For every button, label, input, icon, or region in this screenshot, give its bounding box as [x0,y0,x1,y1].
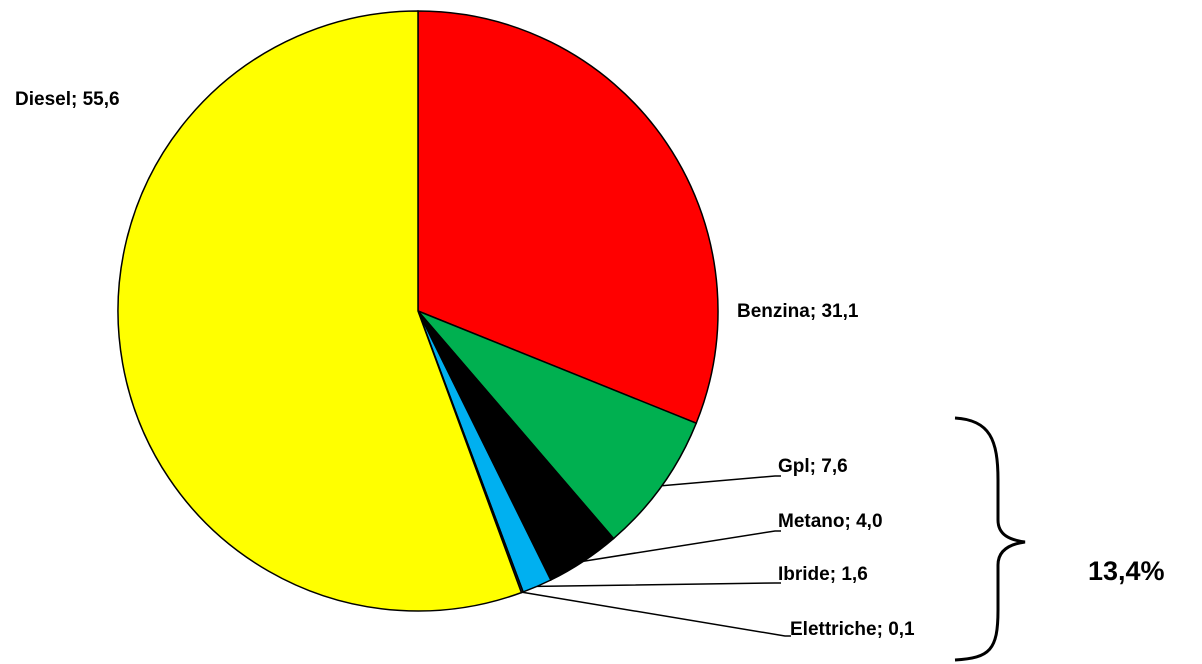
label-separator: ; [810,456,822,477]
data-label: Diesel; 55,6 [15,89,120,110]
label-separator: ; [830,564,842,585]
label-separator: ; [810,301,822,322]
leader-line [583,530,781,562]
value-label: 0,1 [888,619,915,640]
value-label: 1,6 [841,564,867,585]
label-separator: ; [877,619,889,640]
category-label: Diesel [15,89,71,110]
value-label: 31,1 [821,301,858,322]
category-label: Metano [778,511,845,532]
data-label: Metano; 4,0 [778,511,883,532]
label-separator: ; [71,89,83,110]
category-label: Benzina [737,301,810,322]
data-label: Gpl; 7,6 [778,456,848,477]
leader-line [522,591,791,637]
brace [954,416,1026,662]
leader-line [537,582,781,588]
category-label: Ibride [778,564,830,585]
label-separator: ; [845,511,857,532]
category-label: Gpl [778,456,810,477]
value-label: 7,6 [821,456,847,477]
pie-slice [117,10,523,612]
annotation: 13,4% [1088,556,1165,586]
data-label: Benzina; 31,1 [737,301,859,322]
category-label: Elettriche [790,619,877,640]
pie-slice [417,10,719,425]
leader-line [661,475,781,487]
data-label: Elettriche; 0,1 [790,619,915,640]
value-label: 55,6 [83,89,120,110]
data-label: Ibride; 1,6 [778,564,868,585]
value-label: 4,0 [856,511,882,532]
